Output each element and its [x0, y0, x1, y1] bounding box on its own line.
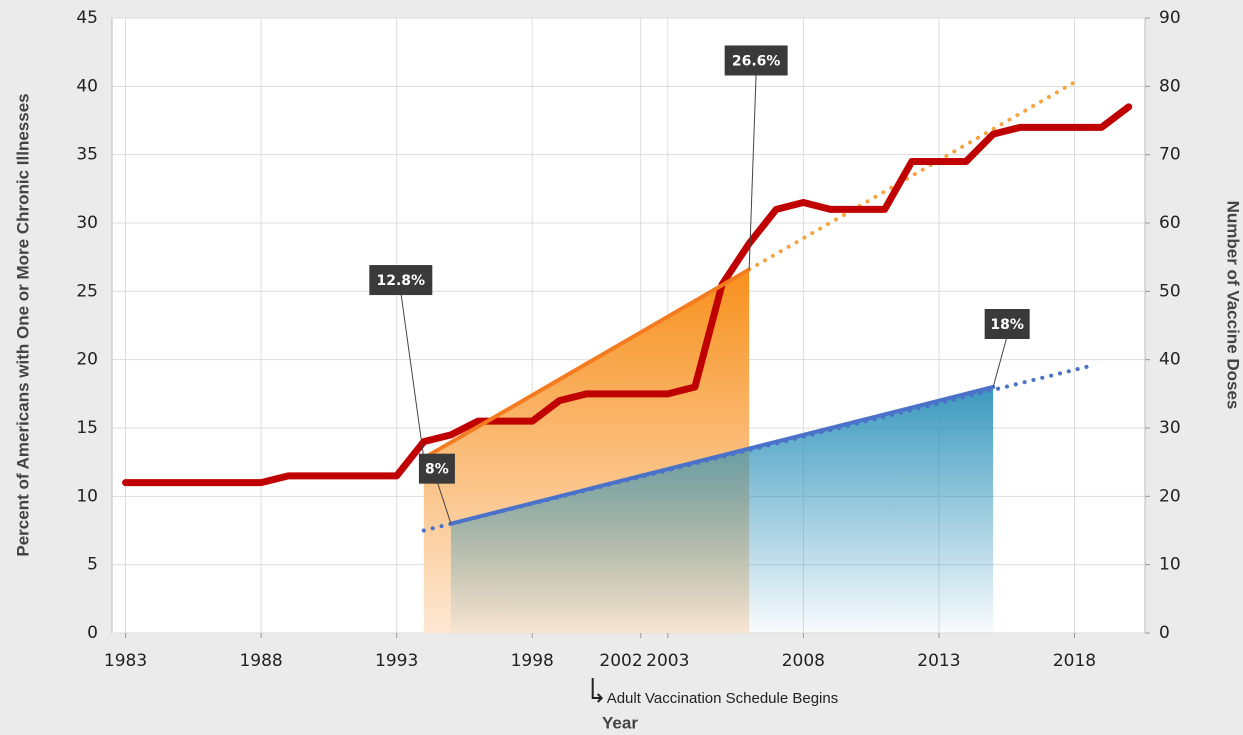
line: [422, 267, 751, 460]
y-tick-label: 0: [87, 623, 98, 643]
y2-axis-title: Number of Vaccine Doses: [1224, 201, 1243, 410]
y2-tick-label: 60: [1159, 213, 1181, 233]
y2-tick-label: 80: [1159, 76, 1181, 96]
y2-tick-label: 70: [1159, 145, 1181, 165]
callout-leader: [436, 480, 452, 524]
data-label: 18%: [990, 317, 1024, 333]
y-tick-label: 15: [76, 418, 98, 438]
y-tick-label: 25: [76, 281, 98, 301]
line: [448, 385, 996, 526]
y-axis-title: Percent of Americans with One or More Ch…: [13, 93, 32, 556]
callout-box: [418, 453, 455, 484]
area: [450, 387, 994, 633]
y2-tick-label: 20: [1159, 486, 1181, 506]
y2-tick-label: 10: [1159, 555, 1181, 575]
annotation-arrow: [591, 678, 604, 703]
y-tick-label: 35: [76, 145, 98, 165]
y2-tick-label: 40: [1159, 350, 1181, 370]
data-label: 8%: [425, 462, 449, 478]
y-tick-label: 45: [76, 8, 98, 28]
callout-box: [724, 45, 788, 76]
y2-tick-label: 50: [1159, 281, 1181, 301]
callout-box: [984, 309, 1030, 339]
line: [122, 103, 1133, 487]
x-tick-label: 1998: [511, 651, 554, 671]
callout-leader: [992, 335, 1008, 388]
callout-box: [369, 265, 433, 296]
x-tick-label: 1983: [104, 651, 147, 671]
callout-leader: [400, 291, 425, 459]
y-tick-label: 40: [76, 76, 98, 96]
x-axis-title: Year: [602, 713, 638, 732]
y-tick-label: 10: [76, 486, 98, 506]
y-tick-label: 30: [76, 213, 98, 233]
y2-tick-label: 0: [1159, 623, 1170, 643]
x-tick-label: 2003: [646, 651, 689, 671]
data-label: 26.6%: [732, 53, 781, 69]
x-tick-label: 2008: [782, 651, 825, 671]
y2-tick-label: 90: [1159, 8, 1181, 28]
trend-projection: [747, 80, 1077, 272]
x-tick-label: 2018: [1053, 651, 1096, 671]
y-tick-label: 5: [87, 555, 98, 575]
annotation: Adult Vaccination Schedule Begins: [607, 690, 839, 707]
x-tick-label: 1988: [239, 651, 282, 671]
x-tick-label: 2002: [599, 651, 642, 671]
y2-tick-label: 30: [1159, 418, 1181, 438]
data-label: 12.8%: [377, 273, 426, 289]
y-tick-label: 20: [76, 350, 98, 370]
callout-leader: [748, 72, 757, 270]
x-tick-label: 2013: [917, 651, 960, 671]
x-tick-label: 1993: [375, 651, 418, 671]
